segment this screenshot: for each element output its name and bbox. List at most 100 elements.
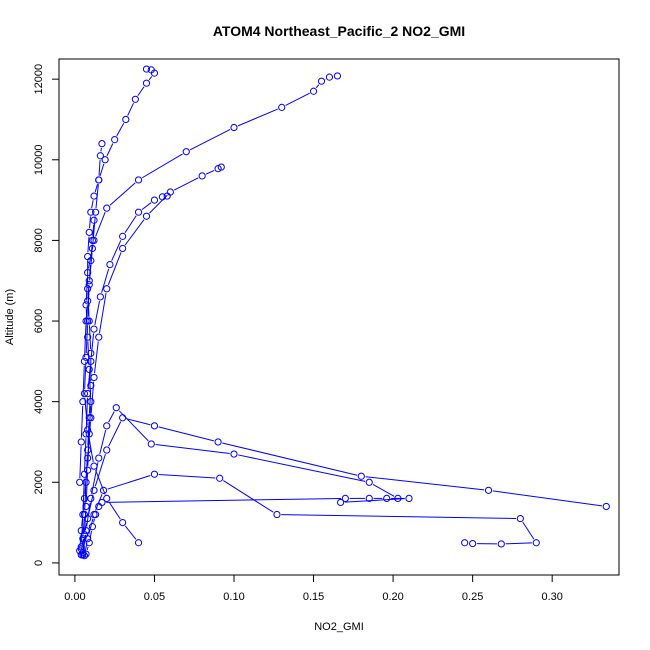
- chart-title: ATOM4 Northeast_Pacific_2 NO2_GMI: [213, 23, 465, 39]
- series-segment: [89, 216, 91, 229]
- data-point: [103, 204, 111, 212]
- series-segment: [87, 365, 91, 390]
- data-point: [112, 404, 120, 412]
- series-segment: [98, 160, 101, 176]
- series-segment: [87, 236, 90, 253]
- series-2: [79, 72, 342, 557]
- data-point: [82, 550, 90, 558]
- data-point: [122, 115, 130, 124]
- series-segment: [148, 76, 153, 81]
- series-segment: [141, 153, 183, 179]
- series-segment: [118, 410, 149, 442]
- series-segment: [124, 215, 137, 234]
- data-point: [103, 446, 111, 454]
- data-point: [84, 333, 92, 341]
- series-segment: [505, 542, 532, 545]
- series-segment: [109, 182, 136, 206]
- series-segment: [89, 264, 91, 277]
- series-segment: [94, 300, 101, 325]
- y-tick-label: 8000: [33, 228, 45, 252]
- series-segment: [492, 490, 603, 507]
- data-point: [365, 478, 373, 486]
- data-point: [85, 277, 93, 285]
- data-point: [84, 297, 92, 305]
- series-segment: [84, 486, 87, 511]
- data-point: [325, 73, 334, 81]
- series-segment: [91, 462, 99, 495]
- data-point: [99, 486, 108, 494]
- y-tick-label: 6000: [33, 309, 45, 333]
- series-segment: [99, 163, 105, 176]
- data-point: [134, 539, 143, 547]
- data-point: [91, 208, 100, 216]
- data-point: [82, 430, 90, 438]
- data-point: [76, 478, 84, 486]
- y-tick-label: 0: [33, 560, 45, 566]
- data-point: [77, 438, 85, 446]
- series-segment: [84, 325, 87, 358]
- data-point: [163, 192, 171, 200]
- data-point: [383, 494, 391, 503]
- series-segment: [88, 518, 94, 535]
- series-segment: [84, 438, 87, 470]
- data-point: [90, 373, 98, 382]
- series-segment: [84, 361, 87, 390]
- data-point: [84, 535, 92, 543]
- series-segment: [88, 325, 92, 350]
- data-point: [142, 65, 151, 73]
- series-segment: [91, 200, 94, 209]
- data-point: [111, 136, 119, 144]
- series-segment: [158, 426, 215, 442]
- y-tick-label: 10000: [33, 144, 45, 175]
- series-segment: [223, 480, 274, 513]
- series-segment: [81, 538, 84, 545]
- series-segment: [94, 341, 99, 374]
- series-segment: [365, 476, 485, 491]
- data-point: [85, 281, 93, 289]
- series-segment: [95, 469, 106, 495]
- series-segment: [82, 365, 85, 398]
- data-point: [230, 450, 238, 458]
- data-point: [80, 552, 89, 560]
- data-point: [85, 539, 93, 547]
- data-point: [82, 353, 90, 361]
- series-segment: [124, 525, 137, 540]
- data-point: [95, 333, 103, 341]
- data-point: [150, 422, 159, 430]
- data-point: [278, 103, 286, 111]
- data-point: [95, 454, 103, 462]
- series-segment: [98, 292, 107, 333]
- series-segment: [108, 411, 115, 423]
- data-point: [217, 163, 225, 171]
- series-segment: [79, 534, 82, 547]
- data-point: [150, 470, 159, 478]
- series-segment: [107, 475, 151, 490]
- series-segment: [107, 252, 122, 285]
- series-segment: [86, 502, 91, 527]
- series-group: [76, 65, 610, 560]
- series-segment: [85, 325, 88, 354]
- x-tick-label: 0.20: [382, 591, 403, 603]
- series-segment: [106, 497, 342, 503]
- series-segment: [372, 483, 395, 497]
- series-segment: [238, 454, 366, 482]
- data-point: [84, 389, 92, 398]
- data-point: [82, 301, 90, 309]
- series-segment: [87, 284, 90, 297]
- data-point: [273, 510, 281, 519]
- data-point: [103, 494, 111, 503]
- data-point: [79, 398, 87, 406]
- y-tick-label: 2000: [33, 470, 45, 494]
- y-axis-label: Altitude (m): [4, 289, 16, 345]
- series-segment: [522, 521, 535, 540]
- data-point: [87, 208, 95, 216]
- data-point: [80, 357, 89, 365]
- x-tick-label: 0.10: [223, 591, 244, 603]
- data-point: [84, 285, 92, 293]
- data-point: [158, 193, 167, 201]
- series-segment: [108, 501, 121, 520]
- data-point: [142, 79, 151, 87]
- data-point: [84, 426, 92, 434]
